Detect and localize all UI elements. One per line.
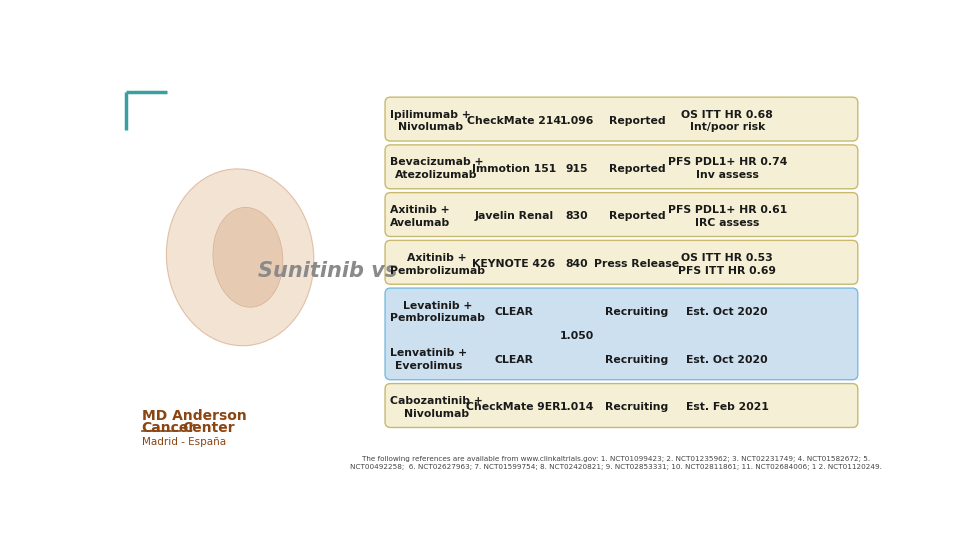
Text: Recruiting: Recruiting <box>606 402 668 413</box>
FancyBboxPatch shape <box>385 383 858 428</box>
Text: Axitinib +
Avelumab: Axitinib + Avelumab <box>390 205 450 228</box>
Text: Ipilimumab +
Nivolumab: Ipilimumab + Nivolumab <box>390 110 470 132</box>
Text: Press Release: Press Release <box>594 259 680 269</box>
Text: CheckMate 9ER: CheckMate 9ER <box>467 402 561 413</box>
Text: Reported: Reported <box>609 212 665 221</box>
Text: Bevacizumab +
Atezolizumab: Bevacizumab + Atezolizumab <box>390 157 483 180</box>
Text: 1.050: 1.050 <box>560 331 594 341</box>
Text: NCT00492258;  6. NCT02627963; 7. NCT01599754; 8. NCT02420821; 9. NCT02853331; 10: NCT00492258; 6. NCT02627963; 7. NCT01599… <box>350 464 882 470</box>
Text: Recruiting: Recruiting <box>606 355 668 365</box>
Text: The following references are available from www.clinkaltrials.gov: 1. NCT0109942: The following references are available f… <box>362 456 870 462</box>
Text: Recruiting: Recruiting <box>606 307 668 317</box>
FancyBboxPatch shape <box>385 145 858 189</box>
Text: Est. Feb 2021: Est. Feb 2021 <box>685 402 769 413</box>
FancyBboxPatch shape <box>385 193 858 237</box>
Text: Reported: Reported <box>609 164 665 174</box>
Text: 840: 840 <box>565 259 588 269</box>
Text: MD Anderson: MD Anderson <box>142 409 247 423</box>
Text: 1.014: 1.014 <box>560 402 594 413</box>
Text: PFS PDL1+ HR 0.61
IRC assess: PFS PDL1+ HR 0.61 IRC assess <box>667 205 787 228</box>
Ellipse shape <box>166 169 314 346</box>
Text: Lenvatinib +
Everolimus: Lenvatinib + Everolimus <box>390 348 467 371</box>
Ellipse shape <box>213 207 283 307</box>
Text: Est. Oct 2020: Est. Oct 2020 <box>686 307 768 317</box>
Text: Levatinib +
Pembrolizumab: Levatinib + Pembrolizumab <box>390 301 485 323</box>
Text: OS ITT HR 0.53
PFS ITT HR 0.69: OS ITT HR 0.53 PFS ITT HR 0.69 <box>678 253 777 275</box>
Text: Center: Center <box>182 421 234 435</box>
FancyBboxPatch shape <box>385 97 858 141</box>
Text: PFS PDL1+ HR 0.74
Inv assess: PFS PDL1+ HR 0.74 Inv assess <box>667 157 787 180</box>
Text: Est. Oct 2020: Est. Oct 2020 <box>686 355 768 365</box>
Text: Immotion 151: Immotion 151 <box>471 164 556 174</box>
Text: 915: 915 <box>565 164 588 174</box>
Text: KEYNOTE 426: KEYNOTE 426 <box>472 259 555 269</box>
Text: Cancer: Cancer <box>142 421 196 435</box>
Text: OS ITT HR 0.68
Int/poor risk: OS ITT HR 0.68 Int/poor risk <box>682 110 773 132</box>
Text: CLEAR: CLEAR <box>494 307 533 317</box>
Text: Reported: Reported <box>609 116 665 126</box>
Text: Sunitinib vs: Sunitinib vs <box>258 261 397 281</box>
Text: Javelin Renal: Javelin Renal <box>474 212 553 221</box>
Text: CheckMate 214: CheckMate 214 <box>467 116 561 126</box>
Text: 1.096: 1.096 <box>560 116 594 126</box>
Text: Madrid - España: Madrid - España <box>142 437 226 448</box>
FancyBboxPatch shape <box>385 288 858 380</box>
Text: 830: 830 <box>565 212 588 221</box>
Text: Axitinib +
Pembrolizumab: Axitinib + Pembrolizumab <box>390 253 485 275</box>
FancyBboxPatch shape <box>385 240 858 284</box>
Text: CLEAR: CLEAR <box>494 355 533 365</box>
Text: Cabozantinib +
Nivolumab: Cabozantinib + Nivolumab <box>390 396 483 419</box>
